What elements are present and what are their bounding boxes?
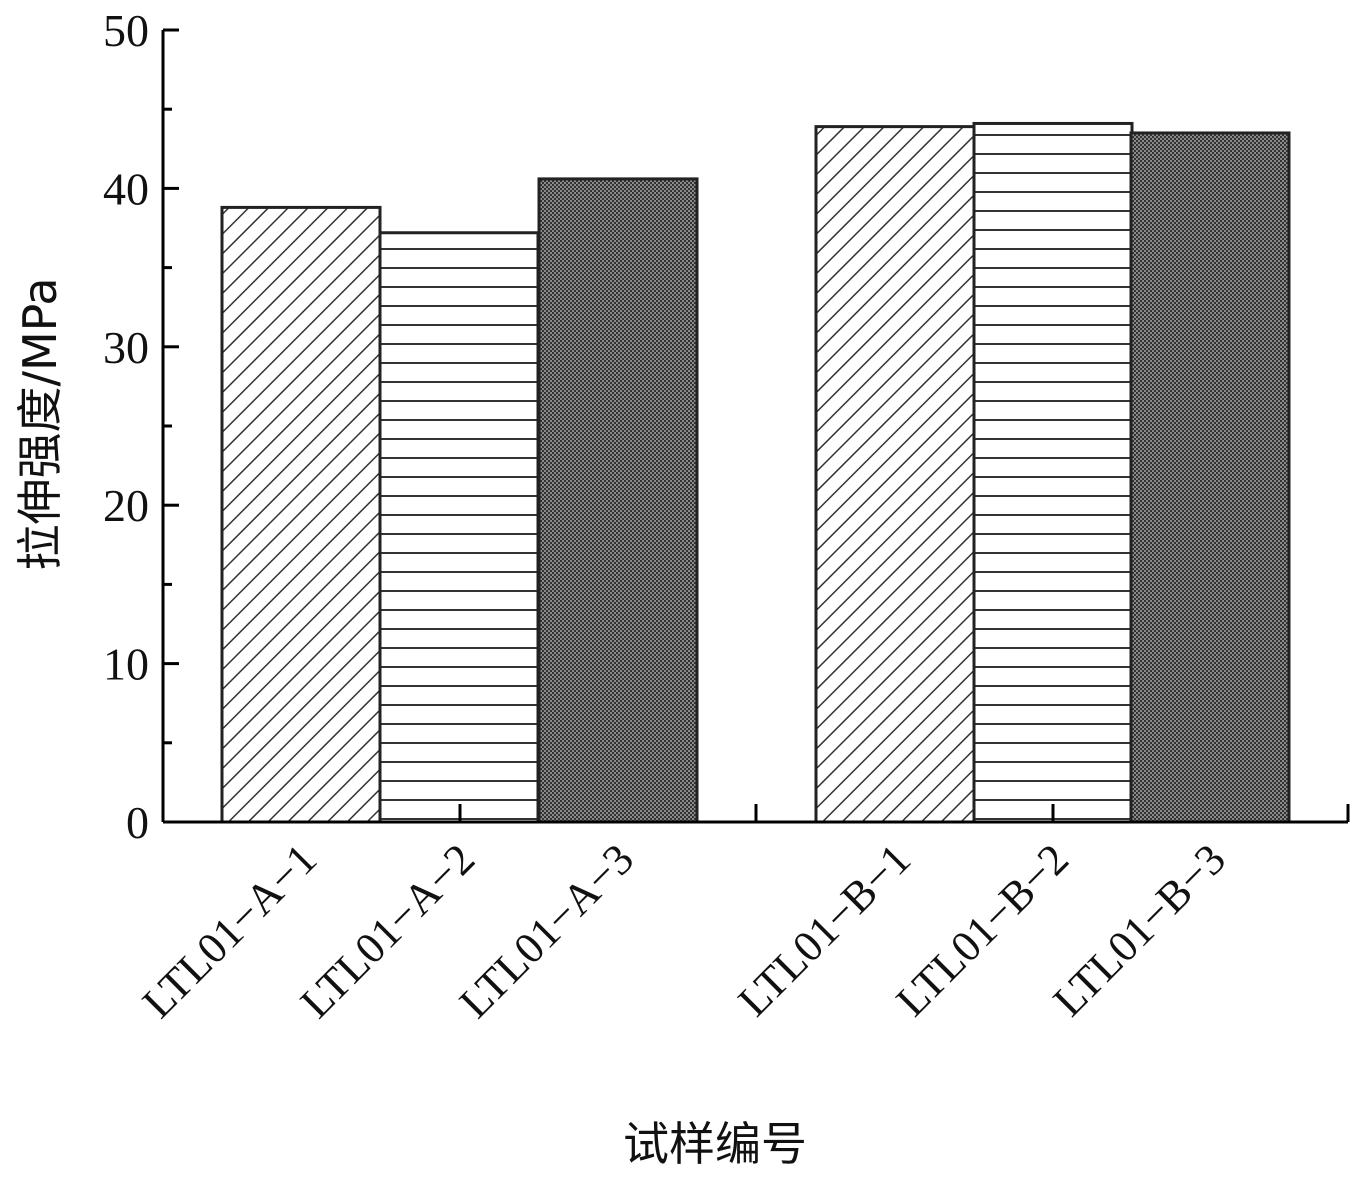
bar-ltl01-b-2 xyxy=(972,121,1134,824)
bar-ltl01-a-2 xyxy=(378,231,540,824)
y-tick-label: 10 xyxy=(103,639,149,690)
y-ticks-group: 0 10 20 30 40 50 xyxy=(103,5,179,848)
y-tick-label: 40 xyxy=(103,163,149,214)
bar-ltl01-b-3 xyxy=(1129,131,1291,824)
bar-ltl01-a-1 xyxy=(220,205,382,824)
x-category-label: LTL01−B−3 xyxy=(1044,834,1235,1025)
y-axis-title: 拉伸强度/MPa xyxy=(13,277,67,570)
axes-group: 0 10 20 30 40 50 xyxy=(103,5,1350,848)
bar-ltl01-b-1 xyxy=(814,125,976,824)
bars-group xyxy=(220,121,1291,824)
bar-ltl01-a-3 xyxy=(537,177,699,824)
y-tick-label: 50 xyxy=(103,5,149,56)
y-tick-label: 0 xyxy=(126,797,149,848)
x-ticks-group xyxy=(458,804,1350,822)
x-axis-title: 试样编号 xyxy=(623,1117,807,1171)
y-tick-label: 30 xyxy=(103,322,149,373)
x-category-label: LTL01−A−3 xyxy=(450,834,643,1027)
y-tick-label: 20 xyxy=(103,480,149,531)
